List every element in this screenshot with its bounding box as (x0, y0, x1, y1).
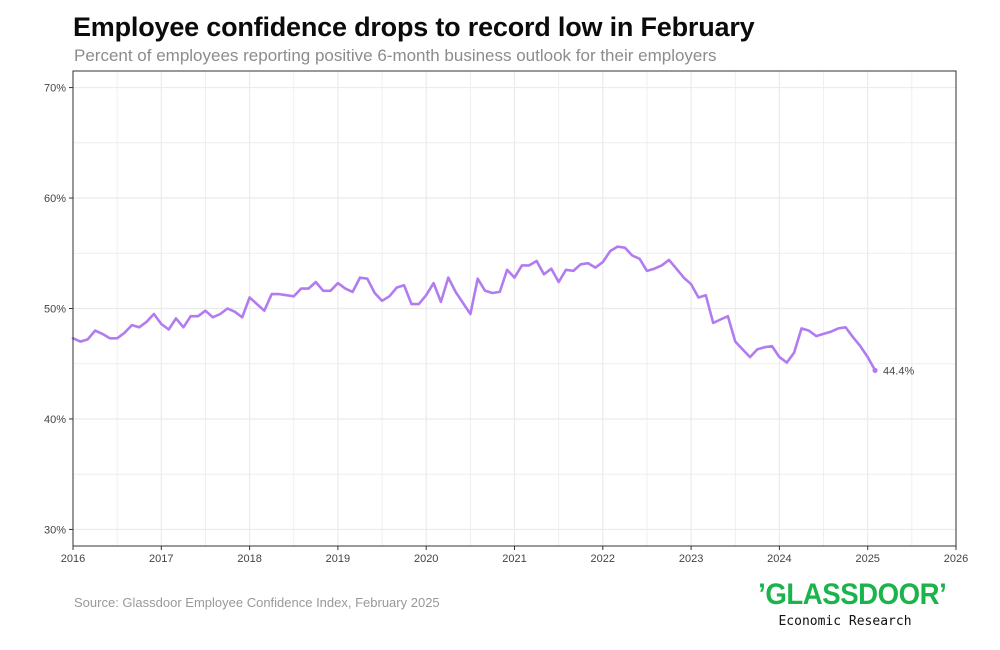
glassdoor-wordmark: ’GLASSDOOR’ (758, 578, 947, 611)
end-point-marker (872, 367, 878, 373)
y-tick-label: 60% (44, 193, 66, 205)
x-tick-label: 2024 (767, 553, 791, 565)
x-tick-label: 2018 (237, 553, 261, 565)
x-tick-label: 2023 (679, 553, 703, 565)
y-tick-label: 50% (44, 304, 66, 316)
x-tick-label: 2017 (149, 553, 173, 565)
x-tick-label: 2016 (61, 553, 85, 565)
plot-panel-border (72, 70, 957, 547)
grid-lines (72, 71, 957, 546)
x-tick-label: 2025 (855, 553, 879, 565)
x-tick-label: 2026 (944, 553, 968, 565)
chart-title: Employee confidence drops to record low … (73, 12, 755, 42)
logo-tagline: Economic Research (778, 614, 912, 629)
x-tick-label: 2021 (502, 553, 526, 565)
y-tick-label: 70% (44, 83, 66, 95)
axes: 2016 2017 2018 2019 2020 2021 2022 2023 2024 2025… (44, 83, 968, 565)
chart-subtitle: Percent of employees reporting positive … (74, 46, 717, 65)
source-note: Source: Glassdoor Employee Confidence In… (74, 595, 440, 610)
x-tick-label: 2022 (591, 553, 615, 565)
x-tick-label: 2019 (326, 553, 350, 565)
end-value-label: 44.4% (883, 365, 914, 377)
series-layer: 44.4% (71, 245, 914, 377)
confidence-line (71, 245, 877, 372)
y-tick-label: 40% (44, 414, 66, 426)
x-tick-label: 2020 (414, 553, 438, 565)
y-tick-label: 30% (44, 524, 66, 536)
glassdoor-logo: ’GLASSDOOR’ Economic Research (750, 578, 947, 629)
